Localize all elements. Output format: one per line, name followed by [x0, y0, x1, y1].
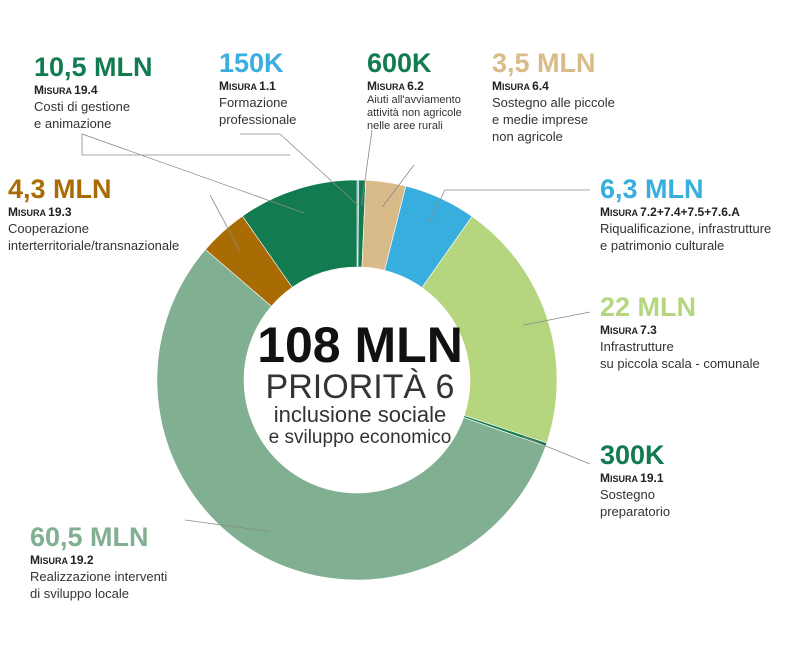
slice-description: e medie imprese [492, 112, 588, 127]
slice-value-label: 6,3 MLN [600, 174, 704, 204]
leader-line [361, 129, 373, 206]
slice-description: professionale [219, 112, 296, 127]
slice-description: Realizzazione interventi [30, 569, 167, 584]
slice-measure: MISURA 6.2 [367, 79, 424, 93]
leader-line [209, 194, 241, 251]
leader-line [382, 164, 415, 208]
slice-value-label: 60,5 MLN [30, 522, 149, 552]
priority-subtitle-2: e sviluppo economico [269, 427, 452, 448]
priority-title: PRIORITÀ 6 [266, 368, 455, 406]
slice-description: interterritoriale/transnazionale [8, 238, 179, 253]
center-text: 108 MLN PRIORITÀ 6 inclusione sociale e … [257, 317, 463, 448]
leader-line [523, 311, 591, 326]
slice-description: e animazione [34, 116, 111, 131]
slice-description: Sostegno alle piccole [492, 95, 615, 110]
slice-value-label: 4,3 MLN [8, 174, 112, 204]
leader-line [522, 436, 591, 465]
slice-measure: MISURA 6.4 [492, 79, 549, 93]
donut-slice [421, 215, 558, 444]
slice-value-label: 3,5 MLN [492, 48, 596, 78]
total-value: 108 MLN [257, 317, 463, 373]
slice-description: su piccola scala - comunale [600, 356, 760, 371]
slice-description: e patrimonio culturale [600, 238, 724, 253]
slice-description: Sostegno [600, 487, 655, 502]
slice-description: Costi di gestione [34, 99, 130, 114]
slice-description: Aiuti all'avviamento [367, 94, 461, 106]
slice-measure: MISURA 19.2 [30, 553, 94, 567]
slice-measure: MISURA 19.1 [600, 471, 664, 485]
slice-value-label: 300K [600, 440, 665, 470]
donut-slice [242, 179, 358, 288]
slice-measure: MISURA 7.2+7.4+7.5+7.6.A [600, 205, 740, 219]
slice-value-label: 150K [219, 48, 284, 78]
slice-measure: MISURA 7.3 [600, 323, 657, 337]
slice-measure: MISURA 19.4 [34, 83, 98, 97]
slice-description: attività non agricole [367, 107, 462, 119]
slice-description: Infrastrutture [600, 339, 674, 354]
leader-line [429, 189, 590, 222]
leader-lines [81, 129, 591, 532]
slice-description: di sviluppo locale [30, 586, 129, 601]
slice-description: nelle aree rurali [367, 120, 443, 132]
slice-value-label: 22 MLN [600, 292, 696, 322]
leader-line [81, 133, 305, 214]
leader-line [184, 519, 270, 532]
slice-measure: MISURA 1.1 [219, 79, 276, 93]
priority-subtitle-1: inclusione sociale [274, 402, 446, 427]
slice-description: non agricole [492, 129, 563, 144]
slice-description: preparatorio [600, 504, 670, 519]
slice-description: Riqualificazione, infrastrutture [600, 221, 771, 236]
slice-description: Cooperazione [8, 221, 89, 236]
leader-line [240, 133, 359, 206]
donut-slice [156, 249, 547, 581]
slice-measure: MISURA 19.3 [8, 205, 72, 219]
slice-group [156, 179, 558, 581]
slice-value-label: 10,5 MLN [34, 52, 153, 82]
slice-value-label: 600K [367, 48, 432, 78]
slice-description: Formazione [219, 95, 288, 110]
